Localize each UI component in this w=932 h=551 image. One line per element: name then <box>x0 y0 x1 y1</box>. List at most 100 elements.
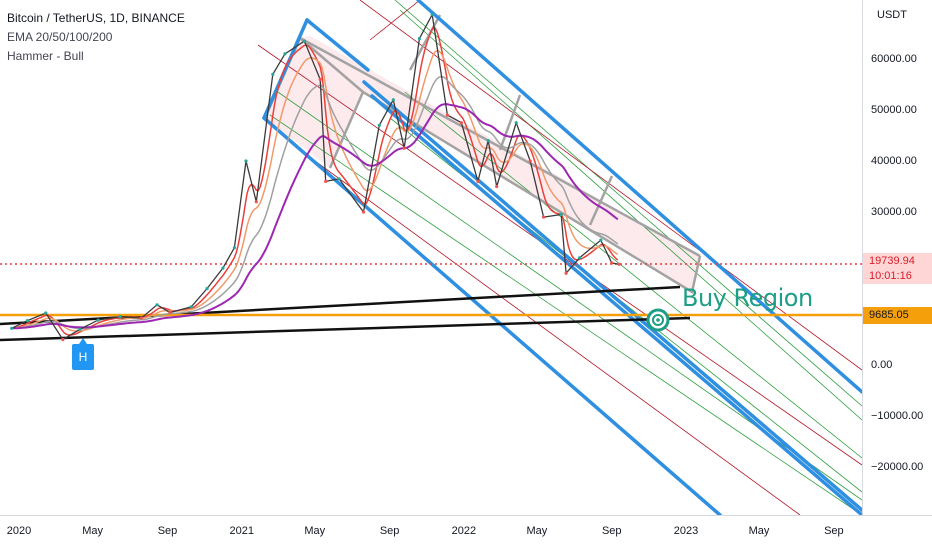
price-point <box>324 179 328 183</box>
price-point <box>542 215 546 219</box>
bar-countdown: 10:01:16 <box>869 270 912 282</box>
chart-legend: Bitcoin / TetherUS, 1D, BINANCE EMA 20/5… <box>7 9 185 66</box>
time-axis-tick: Sep <box>379 525 400 537</box>
price-axis-tick: 60000.00 <box>871 53 917 65</box>
time-axis-tick: Sep <box>601 525 622 537</box>
time-axis-tick: Sep <box>824 525 844 537</box>
trend-lines <box>0 285 691 342</box>
price-point <box>476 179 480 183</box>
time-axis-tick: Sep <box>157 525 178 537</box>
ema-200-line <box>11 103 619 330</box>
price-axis-unit: USDT <box>877 9 907 21</box>
blue-channel-upper <box>305 18 370 72</box>
time-axis-tick: May <box>748 525 770 537</box>
pitchfork-mid <box>408 14 442 71</box>
pitchfork-outline <box>328 90 702 294</box>
price-point <box>528 159 532 163</box>
blue-channel-top <box>416 0 862 394</box>
fib-red-line <box>299 149 801 515</box>
price-axis[interactable]: USDT 60000.00 50000.00 40000.00 30000.00 0.0… <box>862 0 932 515</box>
trend-line-upper <box>0 285 681 326</box>
time-axis-tick: May <box>304 525 326 537</box>
price-point <box>61 337 65 342</box>
price-point <box>486 139 490 143</box>
pitchfork-mid <box>498 94 522 151</box>
time-axis-tick: 2021 <box>229 525 254 537</box>
price-point <box>168 310 172 315</box>
time-axis-tick: 2023 <box>673 525 699 537</box>
channel-fill-lower <box>265 38 363 168</box>
price-point <box>617 262 621 266</box>
fib-red-line <box>369 0 421 41</box>
price-point <box>155 303 159 307</box>
price-point <box>232 246 236 250</box>
price-point <box>459 121 463 125</box>
price-line <box>11 12 620 341</box>
blue-channel-top-a <box>262 18 309 120</box>
price-point <box>377 123 381 127</box>
current-price-tag: 19739.94 10:01:16 <box>863 253 932 284</box>
price-point <box>283 52 287 56</box>
buy-target-inner-ring <box>652 314 664 326</box>
price-point <box>44 311 48 315</box>
blue-channel-lower <box>262 116 722 515</box>
price-point <box>417 37 421 41</box>
price-point <box>221 266 225 270</box>
price-axis-tick: 30000.00 <box>871 206 917 218</box>
price-point <box>610 261 614 265</box>
price-point <box>302 39 306 43</box>
price-point <box>391 98 395 102</box>
buy-target[interactable] <box>646 308 670 332</box>
price-point <box>139 316 143 320</box>
buy-target-dot <box>656 318 660 322</box>
price-point <box>244 159 248 163</box>
ema-50-line <box>11 49 619 332</box>
time-axis-tick: May <box>526 525 548 537</box>
price-axis-tick: 50000.00 <box>871 104 917 116</box>
price-point <box>318 77 322 81</box>
price-point <box>25 319 30 323</box>
price-point <box>514 121 518 125</box>
price-point <box>189 305 193 309</box>
hammer-indicator-label[interactable]: Hammer - Bull <box>7 49 84 63</box>
fib-green-line <box>404 91 862 459</box>
channel-fill-upper <box>300 36 700 292</box>
price-point <box>361 210 366 214</box>
price-point <box>495 184 499 189</box>
price-axis-tick: −20000.00 <box>871 461 924 473</box>
fib-green-line <box>399 9 862 421</box>
fib-green-line <box>394 0 862 407</box>
price-point <box>205 286 209 291</box>
price-point <box>271 72 275 76</box>
price-point <box>564 271 568 275</box>
trend-line-lower <box>0 316 691 342</box>
price-axis-tick: 40000.00 <box>871 155 917 167</box>
price-chart[interactable] <box>0 0 862 515</box>
price-point <box>599 238 603 242</box>
hammer-marker[interactable]: H <box>72 338 94 370</box>
time-axis-tick: 2020 <box>6 525 32 537</box>
price-point <box>337 177 341 181</box>
blue-channel <box>262 0 862 515</box>
price-point <box>254 200 258 204</box>
ema-20-line <box>11 26 619 336</box>
price-point <box>445 113 449 117</box>
pitchfork-mid <box>588 175 614 226</box>
blue-channel-middle <box>362 80 862 512</box>
chart-area[interactable]: Bitcoin / TetherUS, 1D, BINANCE EMA 20/5… <box>0 0 862 515</box>
support-price-tag: 9685.05 <box>863 307 932 324</box>
blue-channel-middle2 <box>370 94 862 515</box>
time-axis[interactable]: 2020 May Sep 2021 May Sep 2022 May Sep 2023 May Sep <box>0 515 932 551</box>
price-point <box>430 13 434 17</box>
price-point <box>559 212 563 217</box>
price-point <box>402 146 406 150</box>
current-price-value: 19739.94 <box>869 255 915 267</box>
time-axis-tick: May <box>82 525 104 537</box>
price-series <box>10 12 621 342</box>
buy-region-label[interactable]: Buy Region <box>682 284 813 312</box>
price-point <box>577 256 582 260</box>
symbol-title[interactable]: Bitcoin / TetherUS, 1D, BINANCE <box>7 11 185 25</box>
time-axis-tick: 2022 <box>451 525 477 537</box>
ema-indicator-label[interactable]: EMA 20/50/100/200 <box>7 30 113 44</box>
price-axis-tick: 0.00 <box>871 359 893 371</box>
